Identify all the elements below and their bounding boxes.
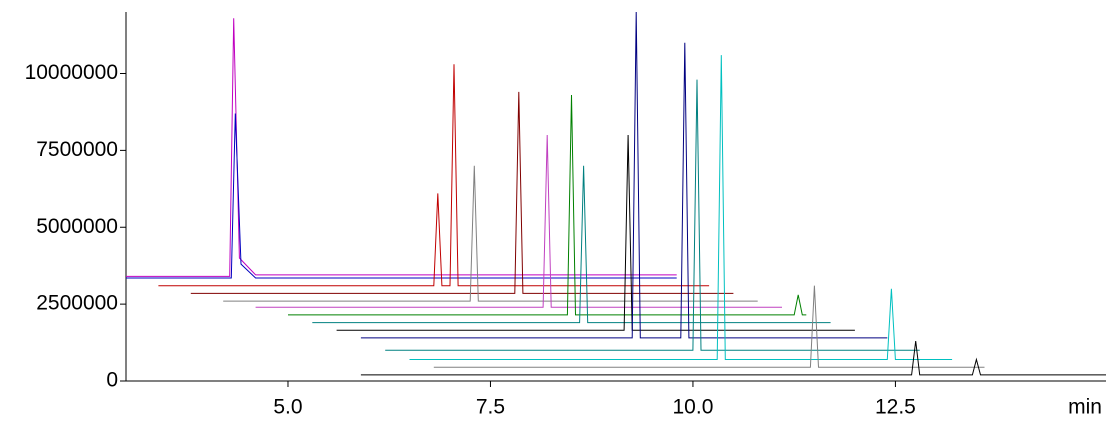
x-tick-label: 5.0 <box>273 396 302 419</box>
trace-line <box>360 340 1106 376</box>
y-tick-label: 5000000 <box>36 215 118 238</box>
trace-line <box>126 113 677 279</box>
trace-line <box>336 134 855 331</box>
y-tick-label: 2500000 <box>36 292 118 315</box>
trace-line <box>223 165 758 302</box>
x-tick-label: 7.5 <box>476 396 505 419</box>
trace-line <box>255 134 782 308</box>
y-tick-label: 7500000 <box>36 138 118 161</box>
y-tick-label: 0 <box>106 369 118 392</box>
x-unit-label: min <box>1068 396 1102 419</box>
trace-line <box>385 79 920 351</box>
trace-line <box>126 18 677 277</box>
x-tick-label: 10.0 <box>673 396 714 419</box>
trace-line <box>288 94 807 316</box>
trace-line <box>360 11 888 339</box>
trace-line <box>190 91 734 294</box>
y-tick-label: 10000000 <box>25 61 118 84</box>
x-tick-label: 12.5 <box>875 396 916 419</box>
trace-line <box>312 165 831 324</box>
trace-line <box>409 55 953 360</box>
trace-line <box>433 285 985 368</box>
trace-line <box>158 64 710 287</box>
